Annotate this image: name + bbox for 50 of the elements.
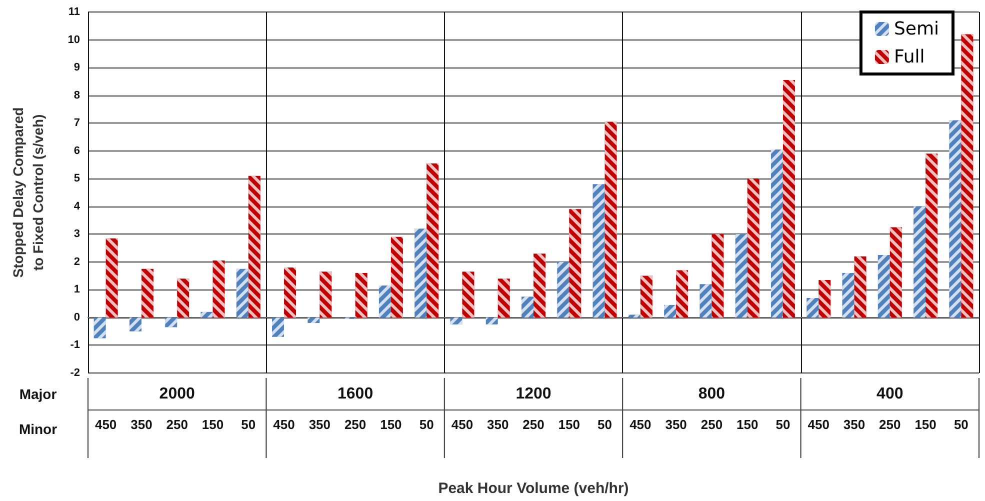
text: 400 — [876, 386, 904, 402]
x-tick-label: 350 — [130, 417, 152, 432]
x-tick-label: 150 — [380, 417, 402, 432]
x-tick-label: 50 — [419, 417, 434, 432]
y-tick-label: 9 — [74, 62, 80, 74]
text: 800 — [698, 386, 726, 402]
x-tick-label: 350 — [487, 417, 509, 432]
x-tick-label: 250 — [700, 417, 723, 432]
y-tick-label: -1 — [70, 339, 80, 352]
x-tick-label: 150 — [202, 417, 224, 432]
y-axis-title: Stopped Delay Compared to Fixed Control (s/veh) — [10, 107, 46, 278]
legend-label: Semi — [894, 18, 940, 40]
x-tick-label: 450 — [94, 417, 117, 432]
x-tick-label: 150 — [558, 417, 580, 432]
y-tick-label: 8 — [74, 89, 80, 102]
x-tick-label: 450 — [808, 417, 830, 432]
x-tick-label: 250 — [522, 417, 544, 432]
x-tick-label: 350 — [843, 417, 866, 432]
x-tick-label: 450 — [630, 417, 652, 432]
y-tick-label: 1 — [74, 284, 80, 296]
x-tick-label: 50 — [241, 417, 256, 432]
x-axis-title: Peak Hour Volume (veh/hr) — [438, 480, 629, 497]
x-tick-label: 150 — [736, 417, 758, 432]
x-tick-label: 50 — [954, 417, 968, 432]
x-tick-label: 350 — [308, 417, 331, 432]
legend-label: Full — [894, 46, 925, 68]
y-tick-label: 10 — [68, 34, 80, 46]
x-tick-label: 450 — [451, 417, 474, 432]
x-tick-label: 450 — [273, 417, 295, 432]
y-tick-label: 2 — [74, 256, 80, 268]
y-tick-label: 0 — [74, 311, 80, 324]
x-tick-label: 50 — [598, 417, 612, 432]
y-tick-label: 6 — [74, 144, 80, 157]
y-tick-label: 7 — [74, 117, 80, 130]
x-tick-label: 250 — [166, 417, 188, 432]
y-tick-label: 11 — [68, 6, 80, 18]
x-tick-label: 250 — [879, 417, 901, 432]
y-tick-label: 4 — [74, 200, 81, 212]
y-tick-label: 5 — [74, 172, 80, 185]
y-tick-label: 3 — [74, 228, 80, 240]
text: 1600 — [338, 386, 374, 402]
x-tick-label: 50 — [776, 417, 790, 432]
text: 1200 — [516, 386, 552, 402]
text: Major — [19, 386, 58, 402]
x-tick-label: 150 — [914, 417, 936, 432]
text: Minor — [18, 421, 58, 437]
y-tick-label: -2 — [70, 367, 80, 379]
x-tick-label: 250 — [344, 417, 366, 432]
x-tick-label: 350 — [665, 417, 687, 432]
text: 2000 — [159, 386, 195, 402]
